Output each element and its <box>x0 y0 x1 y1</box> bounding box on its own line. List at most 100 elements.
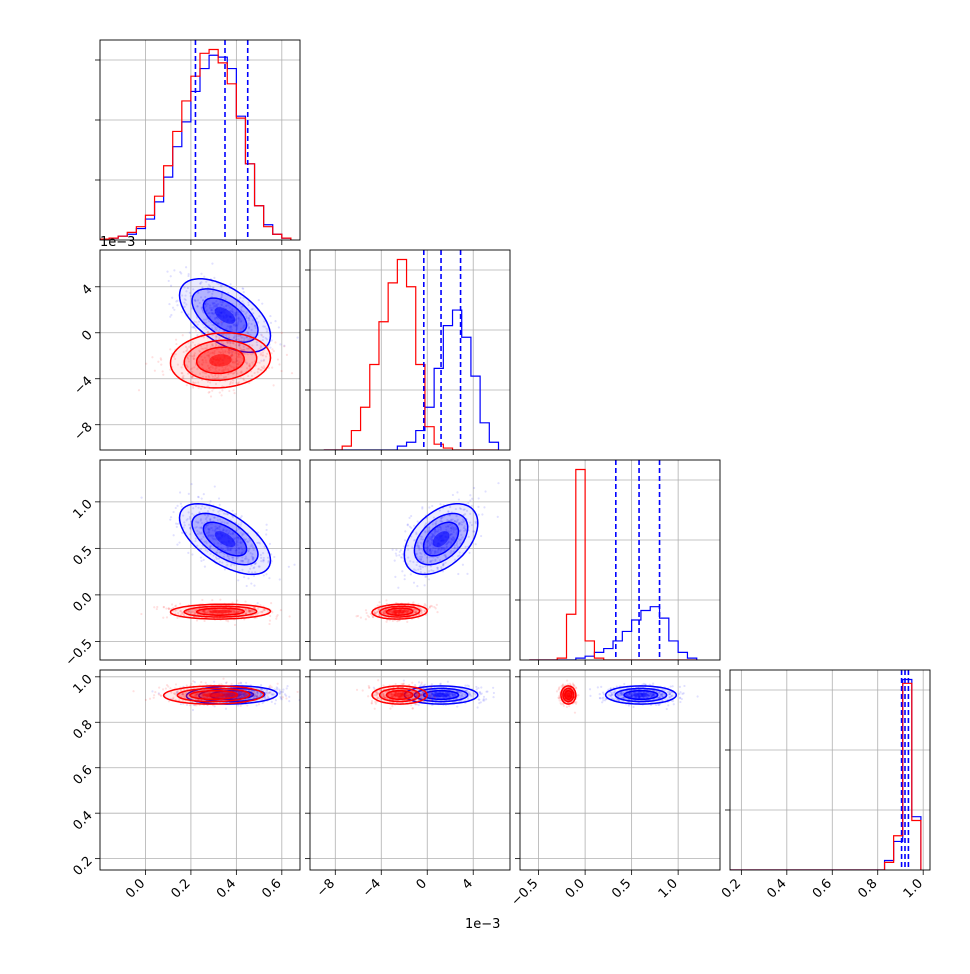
scatter-point-series-0 <box>395 552 397 554</box>
scatter-point-series-0 <box>456 491 458 493</box>
scatter-point-series-0 <box>191 553 193 555</box>
scatter-point-series-1 <box>151 356 153 358</box>
scatter-point-series-1 <box>395 683 397 685</box>
scatter-point-series-1 <box>434 697 436 699</box>
scatter-point-series-0 <box>417 520 419 522</box>
scatter-point-series-0 <box>480 535 482 537</box>
scatter-point-series-0 <box>485 698 487 700</box>
scatter-point-series-1 <box>378 601 380 603</box>
scatter-point-series-1 <box>153 697 155 699</box>
scatter-point-series-1 <box>268 623 270 625</box>
scatter-point-series-0 <box>408 517 410 519</box>
scatter-point-series-1 <box>211 599 213 601</box>
scatter-point-series-1 <box>179 603 181 605</box>
scatter-point-series-1 <box>436 611 438 613</box>
scatter-point-series-0 <box>480 686 482 688</box>
scatter-point-series-0 <box>285 695 287 697</box>
scatter-point-series-0 <box>483 506 485 508</box>
scatter-point-series-0 <box>213 277 215 279</box>
scatter-point-series-1 <box>200 681 202 683</box>
scatter-point-series-1 <box>205 682 207 684</box>
scatter-point-series-0 <box>243 291 245 293</box>
scatter-point-series-1 <box>175 683 177 685</box>
scatter-point-series-0 <box>475 686 477 688</box>
scatter-point-series-0 <box>469 499 471 501</box>
scatter-point-series-1 <box>233 392 235 394</box>
scatter-point-series-1 <box>167 685 169 687</box>
scatter-point-series-0 <box>190 483 192 485</box>
scatter-point-series-1 <box>145 699 147 701</box>
scatter-point-series-0 <box>245 682 247 684</box>
scatter-point-series-1 <box>276 616 278 618</box>
scatter-point-series-0 <box>187 552 189 554</box>
scatter-point-series-1 <box>160 364 162 366</box>
scatter-point-series-1 <box>208 391 210 393</box>
scatter-point-series-1 <box>258 687 260 689</box>
scatter-point-series-1 <box>412 708 414 710</box>
scatter-point-series-0 <box>293 564 295 566</box>
scatter-point-series-1 <box>271 348 273 350</box>
panel-joint-1-2 <box>305 460 510 665</box>
scatter-point-series-0 <box>431 505 433 507</box>
scatter-point-series-0 <box>497 482 499 484</box>
scatter-point-series-0 <box>151 690 153 692</box>
panel-joint-0-2 <box>95 460 305 665</box>
scatter-point-series-0 <box>392 549 394 551</box>
scatter-point-series-1 <box>357 615 359 617</box>
scatter-point-series-1 <box>268 686 270 688</box>
scatter-point-series-0 <box>482 699 484 701</box>
panel-joint-0-3 <box>95 670 301 875</box>
scatter-point-series-0 <box>428 578 430 580</box>
scatter-point-series-1 <box>289 615 291 617</box>
scatter-point-series-0 <box>188 273 190 275</box>
scatter-point-series-0 <box>464 685 466 687</box>
scatter-point-series-0 <box>203 493 205 495</box>
scatter-point-series-0 <box>203 559 205 561</box>
scatter-point-series-0 <box>171 297 173 299</box>
scatter-point-series-0 <box>175 300 177 302</box>
scatter-point-series-0 <box>404 574 406 576</box>
scatter-point-series-1 <box>156 606 158 608</box>
scatter-point-series-1 <box>259 604 261 606</box>
scatter-point-series-0 <box>170 314 172 316</box>
scatter-point-series-0 <box>242 288 244 290</box>
scatter-point-series-0 <box>471 498 473 500</box>
scatter-point-series-1 <box>186 384 188 386</box>
scatter-point-series-1 <box>377 605 379 607</box>
scatter-point-series-0 <box>198 496 200 498</box>
scatter-point-series-0 <box>468 552 470 554</box>
scatter-point-series-0 <box>191 501 193 503</box>
scatter-point-series-1 <box>219 391 221 393</box>
scatter-point-series-0 <box>273 556 275 558</box>
scatter-point-series-1 <box>281 332 283 334</box>
scatter-point-series-0 <box>176 526 178 528</box>
scatter-point-series-1 <box>286 354 288 356</box>
scatter-point-series-1 <box>162 370 164 372</box>
scatter-point-series-1 <box>160 359 162 361</box>
scatter-point-series-1 <box>192 387 194 389</box>
scatter-point-series-0 <box>478 514 480 516</box>
scatter-point-series-0 <box>279 693 281 695</box>
scatter-point-series-1 <box>162 617 164 619</box>
scatter-point-series-0 <box>278 689 280 691</box>
scatter-point-series-0 <box>247 577 249 579</box>
scatter-point-series-0 <box>395 549 397 551</box>
scatter-point-series-1 <box>275 618 277 620</box>
scatter-point-series-1 <box>360 617 362 619</box>
scatter-point-series-1 <box>162 374 164 376</box>
scatter-point-series-0 <box>486 690 488 692</box>
scatter-point-series-0 <box>188 493 190 495</box>
scatter-point-series-1 <box>362 689 364 691</box>
scatter-point-series-1 <box>283 345 285 347</box>
scatter-point-series-0 <box>176 304 178 306</box>
scatter-point-series-0 <box>246 585 248 587</box>
scatter-point-series-1 <box>271 686 273 688</box>
scatter-point-series-1 <box>273 350 275 352</box>
scatter-point-series-0 <box>475 543 477 545</box>
scatter-point-series-0 <box>286 685 288 687</box>
scatter-point-series-0 <box>275 699 277 701</box>
scatter-point-series-0 <box>288 700 290 702</box>
scatter-point-series-1 <box>169 687 171 689</box>
scatter-point-series-0 <box>276 689 278 691</box>
scatter-point-series-0 <box>269 315 271 317</box>
